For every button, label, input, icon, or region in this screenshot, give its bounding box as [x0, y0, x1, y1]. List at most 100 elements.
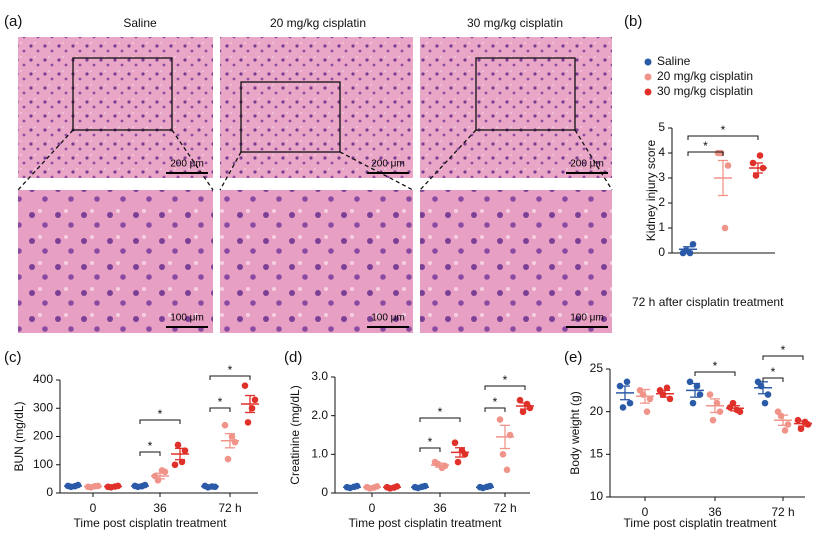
- x-axis-label: 72 h after cisplatin treatment: [632, 295, 784, 309]
- scale-label: 100 μm: [371, 313, 405, 324]
- tissue-image: [220, 190, 413, 333]
- data-point: [752, 172, 760, 179]
- scale-label: 200 μm: [371, 159, 405, 170]
- y-tick-label: 4: [658, 145, 665, 159]
- data-point: [663, 384, 671, 392]
- y-tick-label: 300: [33, 400, 53, 414]
- scale-label: 200 μm: [570, 159, 604, 170]
- data-point: [646, 395, 654, 403]
- significance-label: *: [703, 139, 708, 153]
- data-point: [496, 416, 504, 423]
- data-point: [619, 404, 627, 411]
- data-point: [623, 378, 631, 386]
- y-tick-label: 3: [658, 170, 665, 184]
- data-point: [171, 461, 179, 469]
- legend-label: 30 mg/kg cisplatin: [657, 84, 753, 98]
- panel-label: (e): [564, 349, 582, 366]
- data-point: [454, 458, 462, 466]
- significance-bracket: [209, 407, 231, 412]
- y-tick-label: 0: [658, 245, 665, 259]
- x-tick-label: 72 h: [218, 501, 241, 515]
- significance-bracket: [419, 447, 441, 452]
- data-point: [784, 421, 792, 428]
- panel-label: (d): [284, 349, 302, 366]
- inset-box: [240, 81, 341, 153]
- x-tick-label: 0: [642, 505, 649, 519]
- zoom-line: [574, 129, 613, 191]
- data-point: [689, 399, 697, 407]
- panel-label: (c): [4, 349, 22, 366]
- significance-label: *: [781, 343, 786, 357]
- tissue-image: [420, 37, 612, 178]
- data-point: [451, 439, 459, 447]
- y-tick-label: 3.0: [311, 369, 328, 383]
- data-point: [696, 391, 704, 398]
- data-point: [797, 425, 805, 433]
- data-point: [626, 399, 634, 407]
- significance-label: *: [713, 359, 718, 373]
- significance-label: *: [438, 405, 443, 419]
- y-tick-label: 0: [321, 485, 328, 499]
- y-tick-label: 5: [658, 120, 665, 134]
- x-tick-label: 0: [90, 501, 97, 515]
- data-point: [761, 399, 769, 407]
- significance-label: *: [428, 435, 433, 449]
- data-point: [499, 451, 507, 458]
- inset-box: [72, 57, 173, 131]
- data-point: [519, 408, 527, 416]
- data-point: [716, 408, 724, 415]
- data-point: [224, 455, 232, 463]
- x-tick-label: 36: [433, 501, 447, 515]
- data-point: [706, 391, 714, 398]
- scale-label: 100 μm: [170, 313, 204, 324]
- image-title: 30 mg/kg cisplatin: [467, 16, 563, 30]
- significance-bracket: [694, 371, 736, 376]
- data-point: [709, 416, 717, 424]
- significance-bracket: [762, 355, 804, 360]
- data-point: [724, 162, 732, 169]
- x-axis-label: Time post cisplatin treatment: [349, 516, 503, 530]
- y-tick-label: 25: [590, 361, 604, 375]
- data-point: [241, 382, 249, 389]
- legend-label: 20 mg/kg cisplatin: [657, 69, 753, 83]
- histology: 200 μm 200 μm 200 μm 100 μm 100 μm 100 μ…: [17, 37, 613, 333]
- significance-bracket: [139, 451, 161, 456]
- zoom-line: [219, 151, 242, 191]
- x-tick-label: 0: [369, 501, 376, 515]
- data-point: [244, 419, 252, 426]
- significance-label: *: [148, 439, 153, 453]
- significance-label: *: [503, 373, 508, 387]
- y-axis-label: Body weight (g): [568, 391, 582, 474]
- y-tick-label: 15: [590, 447, 604, 461]
- significance-bracket: [419, 417, 461, 422]
- tissue-image: [18, 190, 213, 333]
- y-tick-label: 400: [33, 372, 53, 386]
- data-point: [689, 240, 697, 248]
- scale-label: 200 μm: [170, 159, 204, 170]
- significance-bracket: [209, 375, 251, 380]
- significance-label: *: [228, 363, 233, 377]
- panel-label: (b): [624, 13, 642, 30]
- significance-label: *: [493, 395, 498, 409]
- x-tick-label: 36: [708, 505, 722, 519]
- significance-bracket: [139, 419, 181, 424]
- data-point: [794, 416, 802, 424]
- data-point: [643, 408, 651, 415]
- x-axis-label: Time post cisplatin treatment: [74, 516, 228, 530]
- significance-label: *: [721, 123, 726, 137]
- significance-label: *: [218, 395, 223, 409]
- y-axis-label: Kidney injury score: [644, 139, 658, 241]
- y-tick-label: 1.0: [311, 447, 328, 461]
- y-tick-label: 100: [33, 457, 53, 471]
- legend-marker: [644, 88, 652, 96]
- data-point: [781, 427, 789, 434]
- significance-bracket: [484, 385, 526, 390]
- data-point: [251, 396, 259, 404]
- data-point: [721, 224, 729, 232]
- x-tick-label: 72 h: [771, 505, 794, 519]
- y-tick-label: 2: [658, 195, 665, 209]
- data-point: [729, 399, 737, 407]
- tissue-image: [18, 37, 213, 178]
- zoom-line: [171, 129, 214, 191]
